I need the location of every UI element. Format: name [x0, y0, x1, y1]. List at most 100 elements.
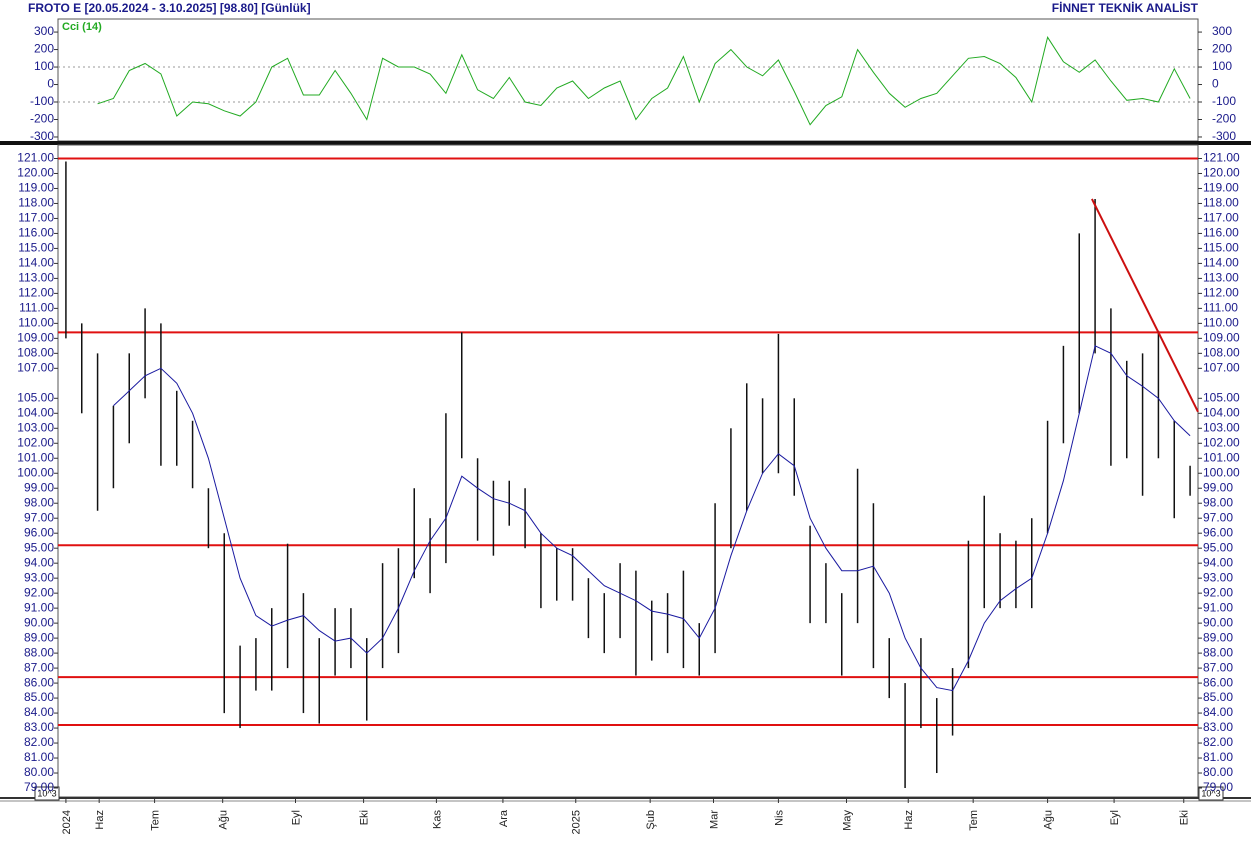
y-tick-label: 113.00	[1203, 271, 1239, 285]
y-tick-label: -200	[30, 112, 54, 126]
y-tick-label: 95.00	[24, 540, 54, 554]
y-tick-label: 81.00	[1203, 750, 1233, 764]
y-tick-label: 93.00	[1203, 570, 1233, 584]
y-tick-label: 116.00	[18, 226, 54, 240]
y-tick-label: 105.00	[17, 390, 54, 404]
y-tick-label: 100	[34, 59, 54, 73]
y-tick-label: 117.00	[18, 211, 54, 225]
y-tick-label: 109.00	[1203, 331, 1240, 345]
x-tick-label: Haz	[903, 810, 915, 830]
x-tick-label: Eki	[1179, 810, 1191, 825]
y-tick-label: 0	[1212, 77, 1219, 91]
y-tick-label: 116.00	[1203, 226, 1239, 240]
scale-label: 10^3	[37, 788, 56, 798]
y-tick-label: -300	[1212, 129, 1236, 143]
y-tick-label: 104.00	[1203, 405, 1240, 419]
y-tick-label: 86.00	[24, 675, 54, 689]
x-tick-label: Eyl	[290, 810, 302, 825]
x-tick-label: Tem	[968, 810, 980, 831]
y-tick-label: 91.00	[24, 600, 54, 614]
y-tick-label: 115.00	[1203, 241, 1239, 255]
x-tick-label: Eyl	[1109, 810, 1121, 825]
y-tick-label: 111.00	[19, 301, 54, 315]
y-tick-label: 110.00	[1203, 316, 1239, 330]
y-tick-label: 93.00	[24, 570, 54, 584]
y-tick-label: 102.00	[17, 435, 54, 449]
x-tick-label: Kas	[431, 810, 443, 829]
x-tick-label: 2024	[61, 810, 73, 834]
x-tick-label: Şub	[645, 810, 657, 830]
x-tick-label: Nis	[773, 810, 785, 826]
y-tick-label: 84.00	[24, 705, 54, 719]
y-tick-label: 79.00	[24, 780, 54, 794]
y-tick-label: 101.00	[1203, 450, 1240, 464]
moving-average	[113, 345, 1191, 692]
y-tick-label: 200	[1212, 42, 1232, 56]
separator	[0, 141, 1251, 145]
y-tick-label: 86.00	[1203, 675, 1233, 689]
cci-title: Cci (14)	[62, 21, 102, 33]
x-tick-label: Ağu	[1042, 810, 1054, 830]
header-brand: FİNNET TEKNİK ANALİST	[1052, 0, 1199, 15]
y-tick-label: 103.00	[17, 420, 54, 434]
y-tick-label: 82.00	[24, 735, 54, 749]
y-tick-label: 97.00	[24, 510, 54, 524]
y-tick-label: 89.00	[24, 630, 54, 644]
y-tick-label: 111.00	[1203, 301, 1238, 315]
header-title: FROTO E [20.05.2024 - 3.10.2025] [98.80]…	[28, 1, 311, 15]
y-tick-label: 81.00	[24, 750, 54, 764]
y-tick-label: 115.00	[18, 241, 54, 255]
y-tick-label: 82.00	[1203, 735, 1233, 749]
y-tick-label: 113.00	[18, 271, 54, 285]
y-tick-label: 90.00	[24, 615, 54, 629]
x-tick-label: Haz	[94, 810, 106, 830]
y-tick-label: 89.00	[1203, 630, 1233, 644]
y-tick-label: 114.00	[18, 256, 54, 270]
y-tick-label: 94.00	[24, 555, 54, 569]
y-tick-label: 98.00	[24, 495, 54, 509]
y-tick-label: -300	[30, 129, 54, 143]
y-tick-label: 98.00	[1203, 495, 1233, 509]
y-tick-label: 107.00	[1203, 361, 1240, 375]
y-tick-label: 121.00	[1203, 151, 1240, 165]
y-tick-label: 87.00	[1203, 660, 1233, 674]
y-tick-label: 99.00	[1203, 480, 1233, 494]
y-tick-label: -100	[1212, 94, 1236, 108]
x-tick-label: Ağu	[218, 810, 230, 830]
x-tick-label: Eki	[358, 810, 370, 825]
y-tick-label: 117.00	[1203, 211, 1239, 225]
y-tick-label: 108.00	[17, 346, 54, 360]
y-tick-label: 102.00	[1203, 435, 1240, 449]
x-tick-label: May	[841, 810, 853, 831]
y-tick-label: -200	[1212, 112, 1236, 126]
y-tick-label: 200	[34, 42, 54, 56]
y-tick-label: 300	[1212, 24, 1232, 38]
y-tick-label: 87.00	[24, 660, 54, 674]
y-tick-label: 121.00	[17, 151, 54, 165]
y-tick-label: 92.00	[1203, 585, 1233, 599]
y-tick-label: 119.00	[1203, 181, 1239, 195]
x-tick-label: 2025	[571, 810, 583, 834]
y-tick-label: 118.00	[1203, 196, 1239, 210]
y-tick-label: 94.00	[1203, 555, 1233, 569]
y-tick-label: 92.00	[24, 585, 54, 599]
y-tick-label: 110.00	[18, 316, 54, 330]
y-tick-label: 120.00	[17, 166, 54, 180]
y-tick-label: 103.00	[1203, 420, 1240, 434]
y-tick-label: 101.00	[17, 450, 54, 464]
y-tick-label: 88.00	[1203, 645, 1233, 659]
y-tick-label: 96.00	[1203, 525, 1233, 539]
x-tick-label: Ara	[498, 809, 510, 827]
y-tick-label: 0	[47, 77, 54, 91]
cci-line	[97, 36, 1191, 126]
scale-box	[34, 786, 60, 801]
y-tick-label: 119.00	[18, 181, 54, 195]
y-tick-label: 300	[34, 24, 54, 38]
y-tick-label: 79.00	[1203, 780, 1233, 794]
y-tick-label: 80.00	[1203, 765, 1233, 779]
x-tick-label: Tem	[149, 810, 161, 831]
y-tick-label: 80.00	[24, 765, 54, 779]
